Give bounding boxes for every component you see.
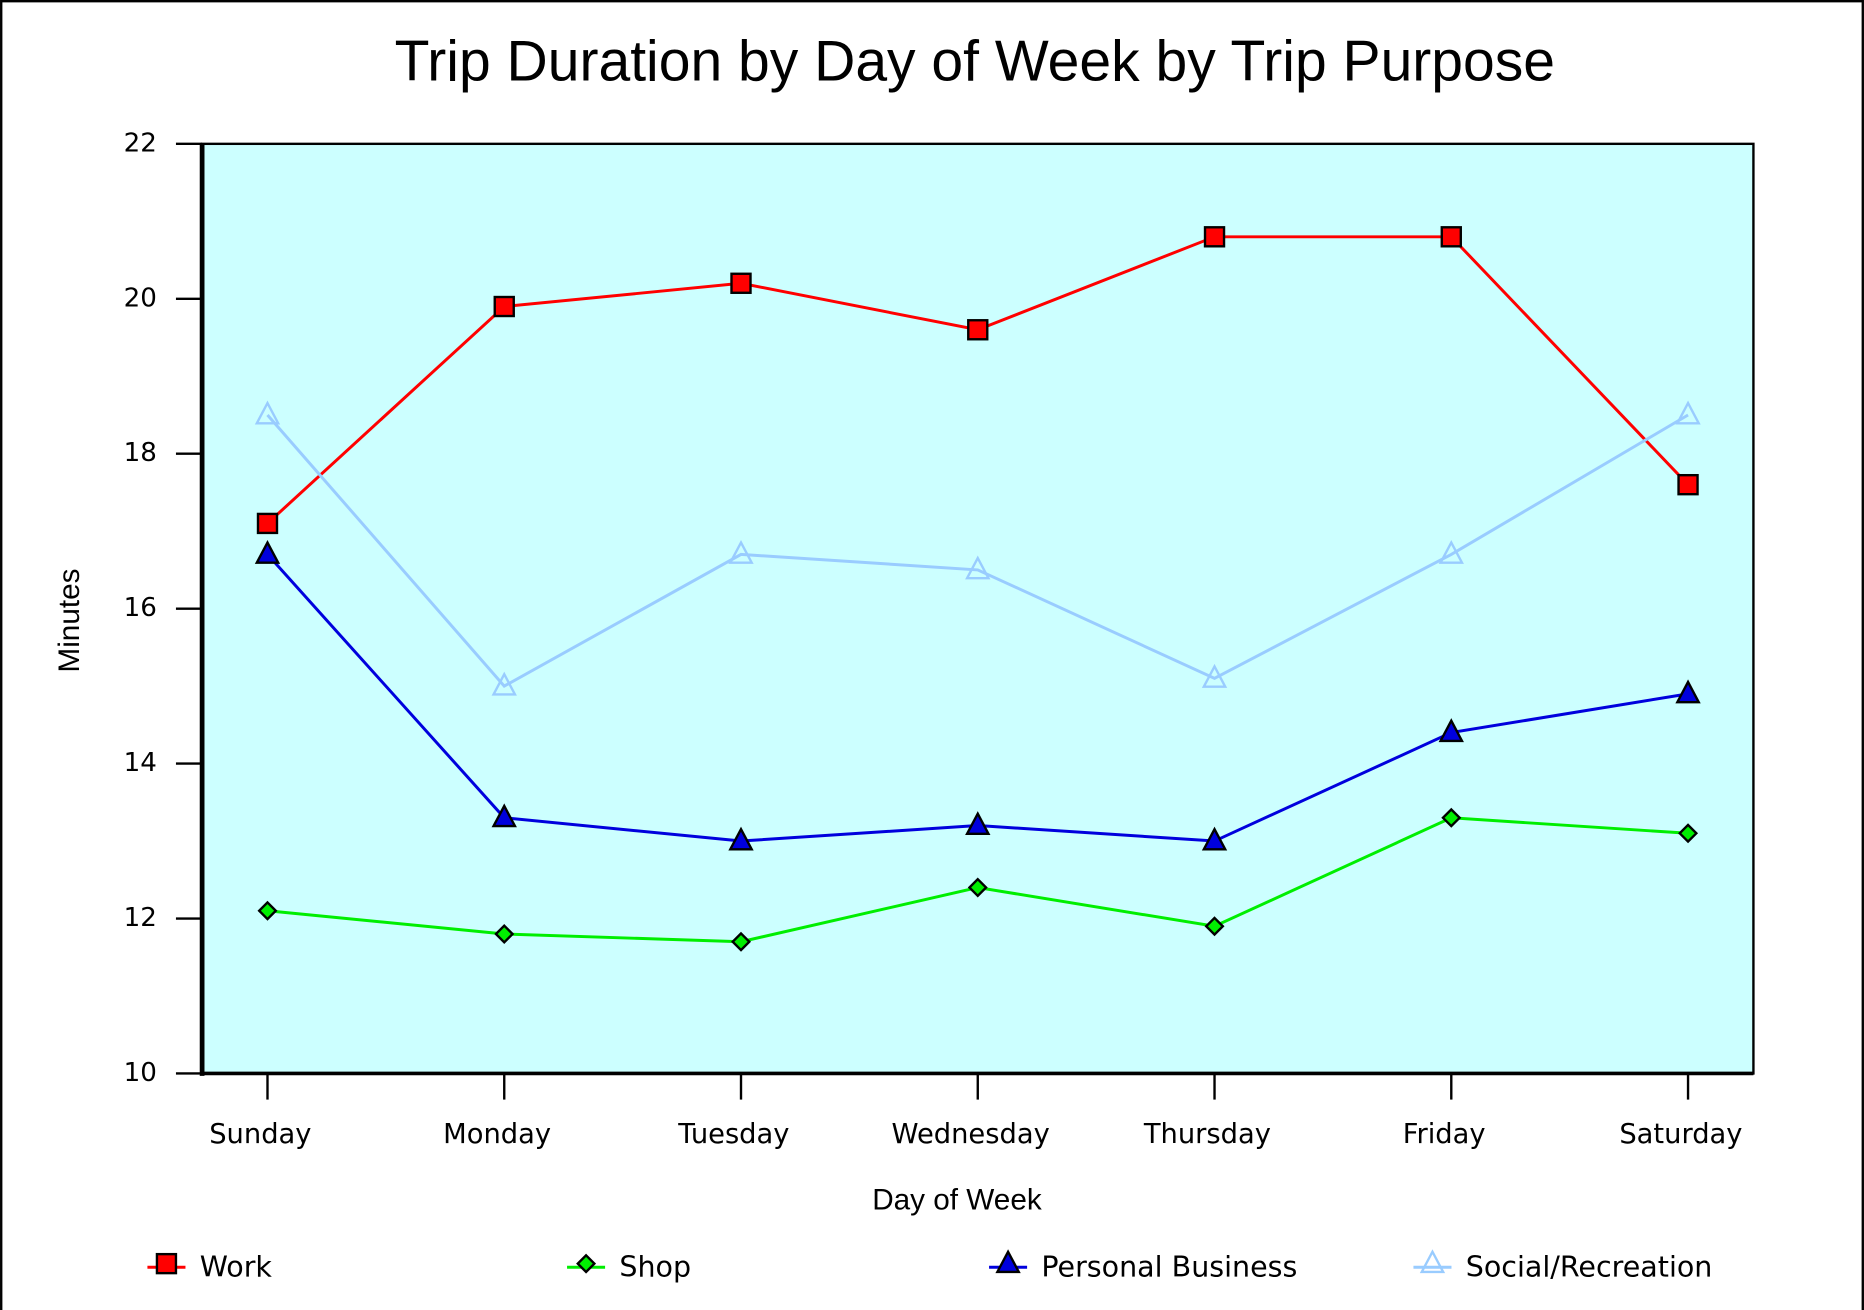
legend-marker <box>995 1249 1021 1274</box>
marker <box>1677 473 1699 496</box>
marker <box>254 400 281 425</box>
x-tick-label: Wednesday <box>892 1119 1050 1150</box>
marker <box>491 671 517 696</box>
marker <box>728 539 754 564</box>
marker <box>494 923 515 945</box>
marker <box>967 319 989 341</box>
marker <box>493 295 515 318</box>
marker <box>256 512 279 535</box>
x-tick-label: Saturday <box>1619 1119 1742 1150</box>
legend-marker <box>155 1252 178 1275</box>
chart-title: Trip Duration by Day of Week by Trip Pur… <box>395 29 1555 93</box>
series-line <box>266 413 1689 688</box>
marker <box>1675 679 1701 704</box>
y-tick-label: 22 <box>124 128 157 158</box>
marker <box>1438 718 1464 743</box>
marker <box>254 539 281 564</box>
legend-label: Personal Business <box>1041 1250 1297 1283</box>
marker <box>1678 823 1699 844</box>
y-tick-label: 10 <box>124 1058 157 1088</box>
x-tick-label: Thursday <box>1143 1119 1271 1150</box>
x-axis-label: Day of Week <box>872 1184 1042 1217</box>
legend-marker <box>1419 1249 1446 1274</box>
marker <box>1201 663 1228 688</box>
marker <box>1204 916 1225 937</box>
x-tick-label: Tuesday <box>677 1119 789 1150</box>
legend-marker <box>576 1253 597 1274</box>
y-tick-label: 16 <box>124 593 157 623</box>
marker <box>1440 226 1462 248</box>
plot-area <box>200 142 1755 1075</box>
y-tick-label: 14 <box>124 748 157 778</box>
legend-label: Work <box>200 1250 273 1283</box>
x-tick-label: Sunday <box>209 1119 311 1150</box>
marker <box>730 272 752 294</box>
y-tick-label: 20 <box>124 283 157 313</box>
y-axis-label: Minutes <box>53 569 86 673</box>
marker <box>965 811 991 836</box>
marker <box>1441 807 1462 828</box>
marker <box>1203 226 1226 248</box>
marker <box>1438 539 1464 564</box>
legend-label: Shop <box>619 1250 691 1283</box>
marker <box>491 803 517 828</box>
marker <box>257 900 278 921</box>
y-tick-label: 12 <box>124 903 157 933</box>
marker <box>967 877 988 898</box>
marker <box>728 826 754 851</box>
marker <box>731 931 752 952</box>
marker <box>965 555 991 580</box>
x-tick-label: Monday <box>443 1119 551 1150</box>
legend-label: Social/Recreation <box>1466 1250 1713 1283</box>
x-tick-label: Friday <box>1403 1119 1486 1150</box>
y-tick-label: 18 <box>124 438 157 468</box>
marker <box>1201 826 1228 851</box>
marker <box>1675 400 1701 425</box>
